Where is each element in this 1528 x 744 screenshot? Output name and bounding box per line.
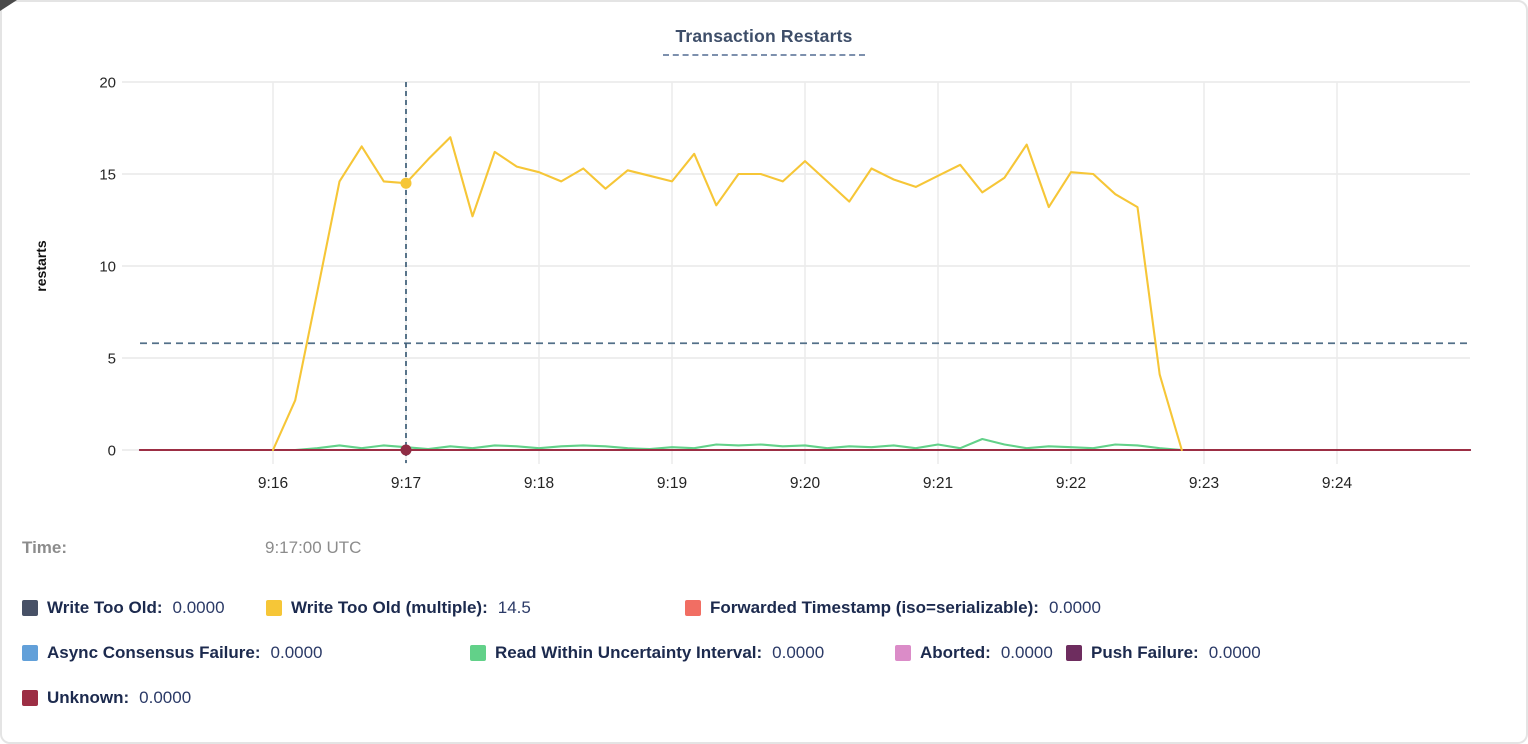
legend-item-unknown: Unknown: 0.0000	[22, 688, 191, 708]
legend-item-forwarded-timestamp-iso-serializable-: Forwarded Timestamp (iso=serializable): 0…	[685, 598, 1101, 618]
y-tick-label: 20	[99, 75, 116, 92]
x-tick-label: 9:24	[1322, 475, 1353, 492]
legend-label: Async Consensus Failure:	[47, 642, 261, 662]
corner-artifact	[0, 0, 17, 11]
x-tick-label: 9:18	[524, 475, 554, 492]
legend-swatch-write-too-old	[22, 599, 38, 616]
transaction-restarts-chart[interactable]: 20 15 10 5 0 9:16 9:17 9:18 9:19 9:20 9:21 9:22 9:23…	[0, 0, 1528, 530]
chart-legend: Write Too Old: 0.0000 Write Too Old (multi…	[22, 585, 1512, 720]
legend-item-write-too-old-multiple-: Write Too Old (multiple): 14.5	[266, 598, 685, 618]
hover-dot	[400, 177, 412, 189]
legend-label: Aborted:	[920, 642, 991, 662]
legend-item-push-failure: Push Failure: 0.0000	[1066, 643, 1261, 663]
legend-value: 0.0000	[172, 597, 225, 617]
x-tick-label: 9:16	[258, 475, 288, 492]
chart-title[interactable]: Transaction Restarts	[663, 26, 865, 56]
legend-row: Unknown: 0.0000	[22, 675, 1512, 720]
legend-swatch-push-failure	[1066, 644, 1082, 661]
x-tick-label: 9:21	[923, 475, 953, 492]
x-tick-label: 9:22	[1056, 475, 1086, 492]
legend-swatch-write-too-old-multiple-	[266, 599, 282, 616]
legend-item-write-too-old: Write Too Old: 0.0000	[22, 598, 266, 618]
x-tick-label: 9:20	[790, 475, 821, 492]
legend-label: Unknown:	[47, 687, 130, 707]
legend-value: 0.0000	[1208, 642, 1261, 662]
legend-swatch-read-within-uncertainty-interval	[470, 644, 486, 661]
legend-swatch-forwarded-timestamp-iso-serializable-	[685, 599, 701, 616]
y-axis-title: restarts	[33, 240, 49, 292]
legend-label: Forwarded Timestamp (iso=serializable):	[710, 597, 1039, 617]
legend-item-async-consensus-failure: Async Consensus Failure: 0.0000	[22, 643, 470, 663]
legend-value: 14.5	[497, 597, 531, 617]
x-tick-label: 9:17	[391, 475, 421, 492]
legend-value: 0.0000	[1000, 642, 1053, 662]
legend-item-read-within-uncertainty-interval: Read Within Uncertainty Interval: 0.0000	[470, 643, 895, 663]
legend-label: Push Failure:	[1091, 642, 1199, 662]
time-value: 9:17:00 UTC	[265, 538, 362, 557]
x-tick-label: 9:23	[1189, 475, 1219, 492]
legend-value: 0.0000	[772, 642, 825, 662]
legend-value: 0.0000	[139, 687, 192, 707]
y-tick-label: 0	[108, 443, 116, 460]
legend-swatch-unknown	[22, 689, 38, 706]
legend-label: Write Too Old (multiple):	[291, 597, 488, 617]
legend-row: Async Consensus Failure: 0.0000 Read Withi…	[22, 630, 1512, 675]
series-line-write-too-old-multiple-	[271, 136, 1183, 452]
legend-swatch-aborted	[895, 644, 911, 661]
x-tick-label: 9:19	[657, 475, 687, 492]
hover-dot	[400, 444, 412, 456]
y-tick-label: 15	[99, 167, 116, 184]
legend-value: 0.0000	[270, 642, 323, 662]
legend-label: Read Within Uncertainty Interval:	[495, 642, 763, 662]
legend-item-aborted: Aborted: 0.0000	[895, 643, 1066, 663]
y-tick-label: 10	[99, 259, 116, 276]
legend-label: Write Too Old:	[47, 597, 163, 617]
legend-swatch-async-consensus-failure	[22, 644, 38, 661]
series-line-read-within-uncertainty-interval	[294, 437, 1183, 452]
y-tick-label: 5	[108, 351, 116, 368]
legend-value: 0.0000	[1048, 597, 1101, 617]
time-label: Time:	[22, 538, 68, 557]
chart-title-wrap: Transaction Restarts	[0, 26, 1528, 56]
legend-row: Write Too Old: 0.0000 Write Too Old (multi…	[22, 585, 1512, 630]
hover-time-row: Time: 9:17:00 UTC	[22, 538, 1502, 564]
